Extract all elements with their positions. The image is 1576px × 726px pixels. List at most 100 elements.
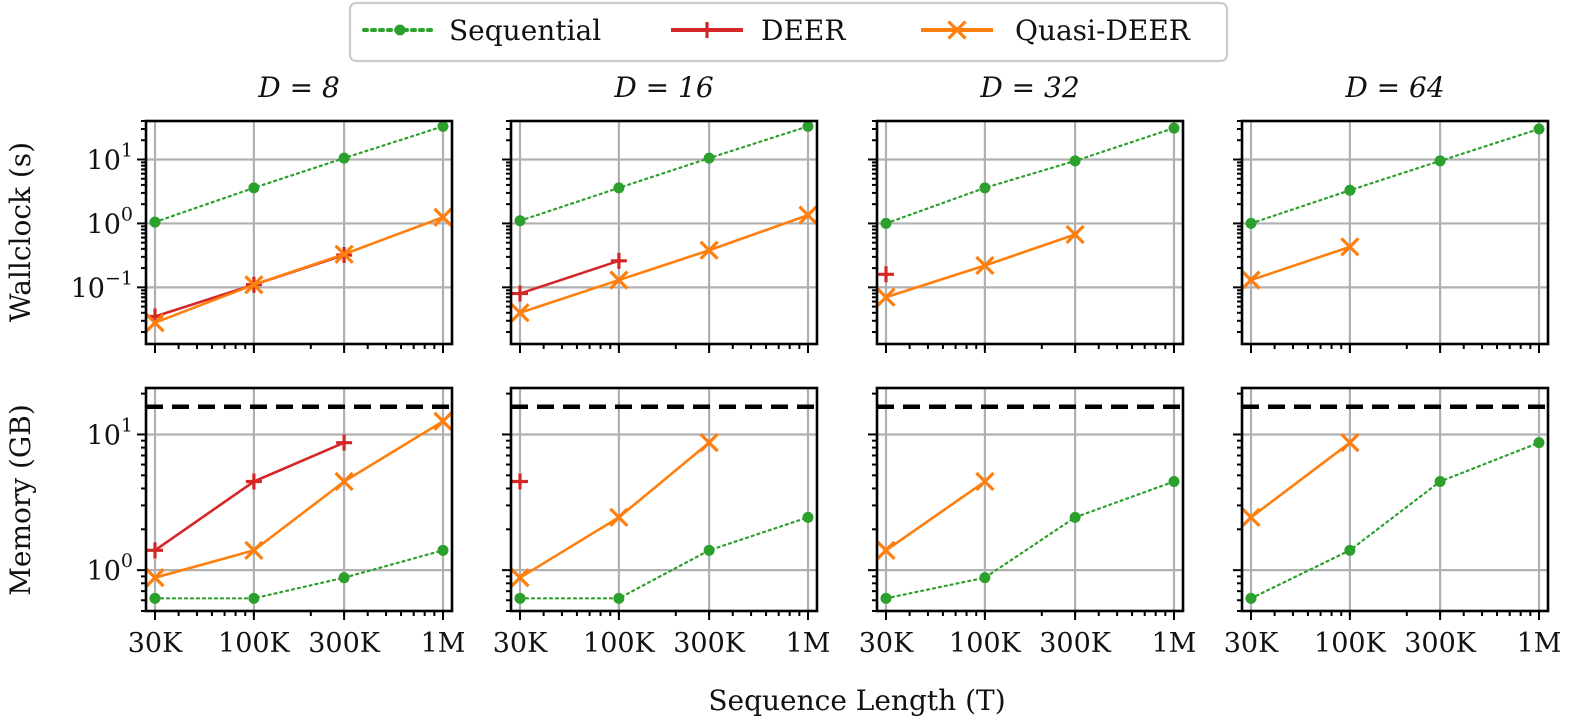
panel-title-1: D = 16 [613,71,713,104]
data-point [1242,507,1261,527]
data-point [609,270,629,290]
x-tick-label: 30K [128,628,183,659]
series-line [519,259,620,295]
series-sequential-wallclock-2 [880,122,1180,229]
data-point [149,216,161,228]
axes-frame [144,386,454,613]
legend-label-2: Quasi-DEER [1015,14,1191,47]
data-point [703,152,715,164]
series-quasi-deer-wallclock-0 [146,207,452,333]
data-point [798,205,817,225]
series-sequential-wallclock-0 [149,121,449,228]
data-point [437,121,449,132]
data-point [248,592,260,604]
legend-marker-1 [699,22,715,38]
data-point [878,266,894,283]
series-line [884,480,1176,600]
data-point [1533,123,1545,135]
series-quasi-deer-memory-2 [877,471,995,560]
series-line [519,213,809,315]
data-point [437,544,449,556]
data-point [802,121,814,132]
data-point [514,592,526,604]
legend-label-1: DEER [761,14,846,47]
data-point [334,244,354,264]
data-point [338,572,350,584]
data-point [334,471,354,492]
series-deer-wallclock-2 [878,266,894,283]
data-point [609,507,629,527]
data-point [512,473,528,490]
series-line [518,516,810,600]
panel-0: D = 8 10−1 100 101 100 101 30K 100K 300K 1M [71,71,466,659]
data-point [877,287,896,307]
data-point [1065,224,1085,245]
axes-wallclock-3 [1233,119,1550,353]
data-point [245,473,262,490]
data-point [880,217,892,229]
series-quasi-deer-memory-1 [511,433,719,588]
series-sequential-memory-3 [1245,437,1545,604]
x-tick-label: 300K [673,628,746,659]
data-point [511,568,530,588]
data-point [146,313,165,333]
data-point [979,572,991,584]
series-quasi-deer-memory-3 [1242,433,1360,527]
x-tick-label: 100K [583,628,656,659]
panel-title-2: D = 32 [979,71,1079,104]
legend: Sequential DEER Quasi-DEER [348,1,1229,63]
x-tick-label: 1M [1517,628,1562,659]
axes-frame [875,119,1185,346]
axes-frame [509,119,819,346]
axes-frame [1240,386,1550,613]
x-tick-label: 100K [1314,628,1387,659]
x-tick-label: 30K [859,628,914,659]
data-point [514,215,526,227]
series-line [519,441,710,579]
data-point [1168,122,1180,134]
data-point [802,511,814,523]
axes-memory-0: 100 101 30K 100K 300K 1M [87,386,465,659]
data-point [1434,155,1446,167]
series-sequential-memory-0 [149,544,449,604]
data-point [147,542,163,559]
x-tick-label: 1M [1152,628,1197,659]
data-point [613,182,625,194]
data-point [610,252,627,269]
data-point [149,592,161,604]
legend-label-0: Sequential [449,14,601,47]
series-deer-wallclock-1 [512,252,627,302]
series-sequential-wallclock-3 [1245,123,1545,229]
data-point [979,182,991,194]
series-line [154,441,345,552]
data-point [248,182,260,194]
x-tick-label: 300K [308,628,381,659]
series-quasi-deer-wallclock-1 [511,205,817,323]
panel-title-0: D = 8 [257,71,340,104]
series-line [885,480,986,552]
x-tick-label: 1M [786,628,831,659]
legend-marker-0 [394,24,406,36]
data-point [1434,476,1446,488]
data-point [433,207,452,227]
data-point [146,568,165,588]
x-tick-label: 100K [218,628,291,659]
series-deer-memory-0 [147,434,353,559]
series-line [1250,245,1351,282]
data-point [1069,511,1081,523]
axes-frame [1240,119,1550,346]
x-tick-label: 30K [493,628,548,659]
axes-memory-2: 30K 100K 300K 1M [859,386,1197,659]
data-point [703,544,715,556]
x-axis-label: Sequence Length (T) [708,684,1005,717]
y-axis-label-memory: Memory (GB) [4,404,37,596]
axes-frame [875,386,1185,613]
data-point [613,592,625,604]
data-point [975,255,995,276]
y-axis-label-wallclock: Wallclock (s) [4,142,37,322]
series-quasi-deer-memory-0 [146,411,452,588]
x-tick-label: 300K [1039,628,1112,659]
data-point [880,592,892,604]
x-tick-label: 30K [1224,628,1279,659]
